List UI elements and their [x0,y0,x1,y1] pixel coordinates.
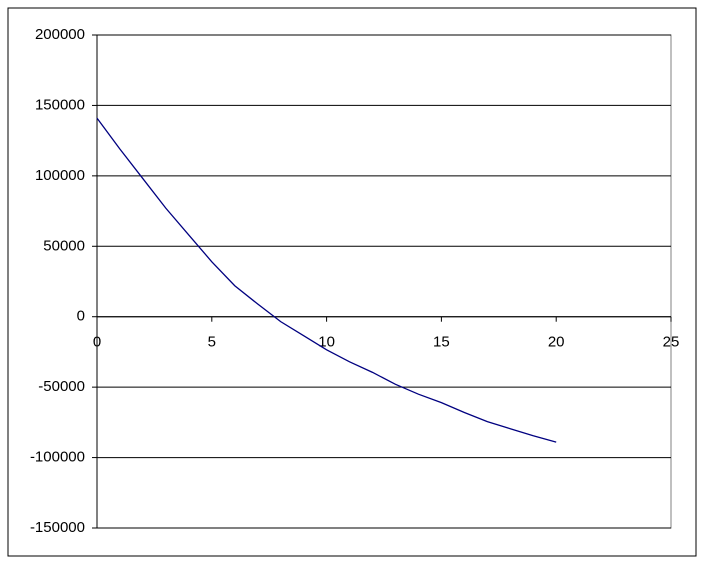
y-tick-label: 200000 [35,26,85,43]
x-tick-label: 20 [548,334,565,351]
y-tick-label: -100000 [30,449,85,466]
x-tick-label: 15 [433,334,450,351]
y-tick-label: -150000 [30,519,85,536]
x-tick-label: 25 [663,334,680,351]
x-tick-label: 5 [208,334,216,351]
y-tick-label: 50000 [43,237,85,254]
y-tick-label: -50000 [38,378,85,395]
y-tick-label: 0 [77,308,85,325]
x-tick-label: 10 [318,334,335,351]
x-tick-label: 0 [93,334,101,351]
y-tick-label: 100000 [35,167,85,184]
line-series [96,117,557,443]
y-tick-label: 150000 [35,96,85,113]
chart-frame [7,7,697,557]
